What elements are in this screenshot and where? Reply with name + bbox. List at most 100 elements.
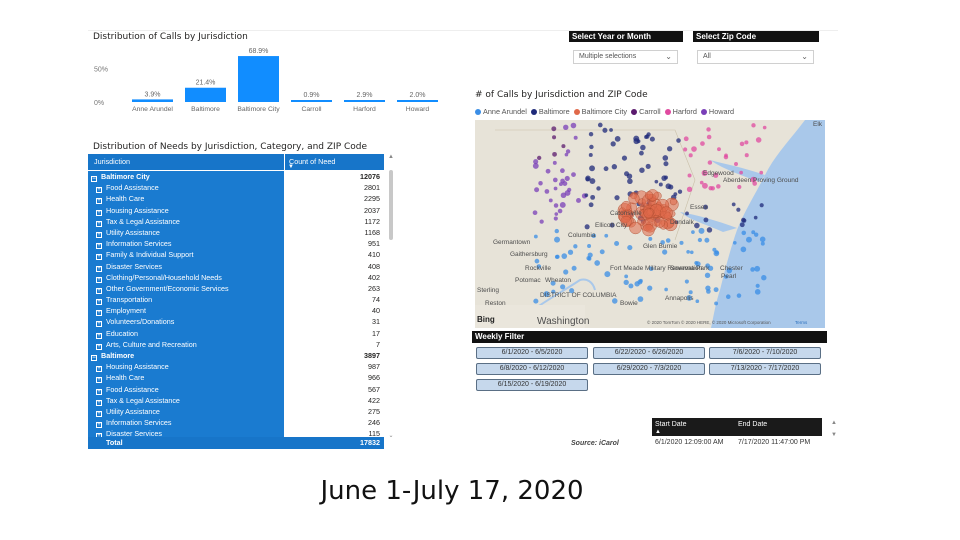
weekly-filter-option[interactable]: 7/13/2020 - 7/17/2020: [709, 363, 821, 375]
year-month-dropdown[interactable]: Multiple selections ⌄: [573, 50, 678, 64]
map-point: [596, 186, 601, 191]
table-row[interactable]: + Health Care 2295: [88, 193, 384, 205]
expand-icon[interactable]: +: [96, 410, 102, 417]
table-row[interactable]: + Volunteers/Donations 31: [88, 316, 384, 328]
expand-icon[interactable]: +: [96, 310, 102, 317]
scroll-up-icon[interactable]: ▲: [388, 154, 394, 160]
expand-icon[interactable]: +: [96, 231, 102, 238]
expand-icon[interactable]: +: [96, 243, 102, 250]
expand-icon[interactable]: +: [96, 366, 102, 373]
table-row[interactable]: + Information Services 951: [88, 238, 384, 250]
place-label: Bowie: [620, 300, 638, 307]
legend-item[interactable]: Baltimore City: [573, 107, 627, 116]
map-point: [683, 147, 688, 152]
table-row[interactable]: + Transportation 74: [88, 294, 384, 306]
table-row[interactable]: + Other Government/Economic Services 263: [88, 282, 384, 295]
table-row[interactable]: + Education 17: [88, 327, 384, 339]
potomac-river: [532, 278, 596, 311]
scroll-down-icon[interactable]: ⌄: [388, 433, 394, 439]
expand-icon[interactable]: +: [96, 254, 102, 261]
weekly-filter-option[interactable]: 7/6/2020 - 7/10/2020: [709, 347, 821, 359]
legend-item[interactable]: Baltimore: [530, 107, 570, 116]
legend-item[interactable]: Howard: [700, 107, 734, 116]
zip-dropdown[interactable]: All ⌄: [697, 50, 814, 64]
table-row[interactable]: + Employment 40: [88, 305, 384, 317]
bar[interactable]: [238, 56, 279, 102]
group-row[interactable]: − Baltimore 3897: [88, 350, 384, 362]
map-point: [701, 170, 708, 176]
date-table-scrollbar[interactable]: ▲ ▼: [831, 420, 837, 438]
table-row[interactable]: + Health Care 966: [88, 372, 384, 384]
map-point: [713, 172, 719, 178]
map-point: [584, 193, 589, 198]
calls-by-jurisdiction-chart[interactable]: 50% 0% 3.9% Anne Arundel 21.4% Baltimore 68.9%…: [88, 48, 460, 120]
expand-icon[interactable]: +: [96, 377, 102, 384]
expand-icon[interactable]: +: [96, 321, 102, 328]
table-row[interactable]: + Food Assistance 567: [88, 383, 384, 395]
table-row[interactable]: + Utility Assistance 275: [88, 405, 384, 418]
table-header: Jurisdiction Count of Need ▼: [88, 154, 384, 170]
bar[interactable]: [291, 100, 332, 102]
expand-icon[interactable]: +: [96, 422, 102, 429]
table-row[interactable]: + Information Services 246: [88, 417, 384, 429]
legend-item[interactable]: Carroll: [631, 107, 661, 116]
column-header-count[interactable]: Count of Need: [284, 154, 384, 170]
weekly-filter-option[interactable]: 6/22/2020 - 6/26/2020: [593, 347, 705, 359]
weekly-filter-option[interactable]: 6/29/2020 - 7/3/2020: [593, 363, 705, 375]
table-row[interactable]: + Family & Individual Support 410: [88, 249, 384, 261]
map-point: [638, 278, 643, 283]
table-row[interactable]: + Arts, Culture and Recreation 7: [88, 338, 384, 350]
expand-icon[interactable]: +: [96, 343, 102, 350]
collapse-icon[interactable]: −: [91, 176, 97, 182]
legend-item[interactable]: Anne Arundel: [475, 107, 527, 116]
group-row[interactable]: − Baltimore City 12076: [88, 171, 384, 183]
column-header-end-date[interactable]: End Date: [738, 421, 768, 428]
table-row[interactable]: + Clothing/Personal/Household Needs 402: [88, 271, 384, 283]
map-point: [589, 144, 594, 150]
expand-icon[interactable]: +: [96, 299, 102, 306]
column-header-start-date[interactable]: Start Date: [655, 421, 687, 428]
sort-desc-icon[interactable]: ▼: [288, 164, 294, 170]
table-row[interactable]: + Housing Assistance 2037: [88, 204, 384, 216]
weekly-filter-option[interactable]: 6/8/2020 - 6/12/2020: [476, 363, 588, 375]
row-value: 2801: [284, 182, 384, 194]
bar[interactable]: [185, 87, 226, 102]
scroll-thumb[interactable]: [389, 170, 393, 240]
collapse-icon[interactable]: −: [91, 355, 97, 361]
weekly-filter-option[interactable]: 6/1/2020 - 6/5/2020: [476, 347, 588, 359]
map-terms-link[interactable]: Terms: [795, 320, 808, 325]
expand-icon[interactable]: +: [96, 332, 102, 339]
table-scrollbar[interactable]: ▲ ⌄: [387, 154, 395, 449]
map-point: [604, 271, 611, 278]
table-row[interactable]: + Disaster Services 408: [88, 260, 384, 272]
legend-item[interactable]: Harford: [664, 107, 697, 116]
sort-asc-icon[interactable]: ▲: [655, 429, 661, 435]
map-point: [685, 211, 689, 216]
bar[interactable]: [132, 99, 173, 102]
expand-icon[interactable]: +: [96, 276, 102, 283]
column-header-jurisdiction[interactable]: Jurisdiction: [94, 157, 130, 166]
expand-icon[interactable]: +: [96, 265, 102, 272]
bar[interactable]: [344, 100, 385, 102]
expand-icon[interactable]: +: [96, 220, 102, 227]
table-row[interactable]: + Food Assistance 2801: [88, 182, 384, 194]
map-point: [713, 250, 720, 257]
row-value: 410: [284, 249, 384, 261]
expand-icon[interactable]: +: [96, 187, 102, 194]
expand-icon[interactable]: +: [96, 209, 102, 216]
bar[interactable]: [397, 100, 438, 102]
expand-icon[interactable]: +: [96, 399, 102, 406]
expand-icon[interactable]: +: [96, 388, 102, 395]
weekly-filter-option[interactable]: 6/15/2020 - 6/19/2020: [476, 379, 588, 391]
table-row[interactable]: + Utility Assistance 1168: [88, 226, 384, 239]
expand-icon[interactable]: +: [96, 198, 102, 205]
needs-matrix-table[interactable]: Jurisdiction Count of Need ▼ − Baltimore …: [88, 154, 396, 451]
map-point: [724, 274, 729, 279]
row-value: 17: [284, 327, 384, 339]
place-label: Ellicott City: [595, 222, 628, 229]
table-row[interactable]: + Housing Assistance 987: [88, 361, 384, 373]
table-row[interactable]: + Tax & Legal Assistance 1172: [88, 215, 384, 227]
expand-icon[interactable]: +: [96, 287, 102, 294]
table-row[interactable]: + Tax & Legal Assistance 422: [88, 394, 384, 406]
